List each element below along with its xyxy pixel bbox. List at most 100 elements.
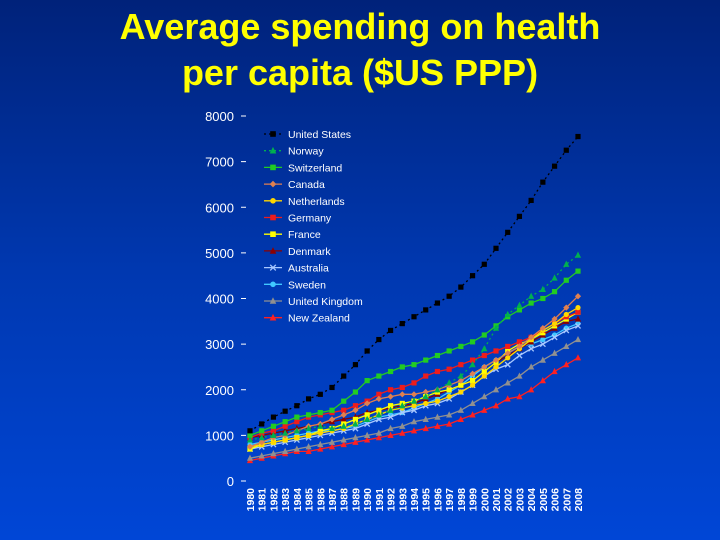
data-point [458, 362, 464, 368]
data-point [376, 336, 382, 343]
data-point [352, 438, 359, 445]
data-point [246, 443, 254, 450]
data-point [481, 261, 487, 267]
data-point [294, 419, 300, 425]
data-point [399, 384, 405, 391]
data-point [446, 420, 453, 427]
data-point [505, 355, 511, 361]
data-point [340, 440, 347, 448]
data-point [399, 391, 406, 398]
data-point [341, 373, 347, 379]
data-point [410, 427, 418, 434]
data-point [563, 361, 570, 368]
data-point [528, 363, 535, 370]
data-point [551, 367, 558, 375]
x-tick-label: 1982 [268, 488, 280, 512]
data-point [293, 427, 300, 434]
x-tick-label: 1983 [280, 488, 292, 512]
data-point [492, 324, 500, 331]
x-tick-label: 2001 [491, 488, 503, 512]
chart-series [246, 133, 582, 464]
data-point [446, 411, 453, 418]
data-point [469, 361, 476, 368]
data-point [270, 281, 276, 288]
data-point [493, 348, 499, 354]
data-point [258, 434, 265, 441]
data-point [528, 292, 535, 299]
data-point [563, 311, 569, 318]
data-point [469, 399, 476, 407]
data-point [399, 402, 406, 409]
x-tick-label: 1993 [397, 488, 409, 512]
legend-item: Sweden [264, 279, 326, 291]
data-point [458, 382, 464, 388]
data-point [469, 357, 476, 363]
data-point [352, 425, 359, 432]
data-point [246, 436, 254, 443]
data-point [469, 370, 476, 377]
data-point [516, 307, 523, 313]
data-point [516, 372, 523, 379]
data-point [259, 421, 265, 427]
x-tick-label: 2006 [550, 488, 562, 512]
data-point [469, 339, 476, 345]
data-point [411, 314, 417, 320]
data-point [492, 356, 500, 364]
data-point [387, 393, 394, 400]
data-point [399, 409, 406, 416]
data-point [446, 379, 453, 386]
data-point [294, 403, 300, 409]
data-point [282, 429, 289, 436]
data-point [563, 260, 570, 267]
data-point [516, 301, 523, 308]
data-point-stroke [269, 264, 277, 271]
data-point-stroke [364, 420, 371, 428]
data-point [247, 432, 253, 438]
x-tick-label: 1989 [350, 488, 362, 512]
data-point [340, 436, 347, 443]
legend-label: Germany [288, 213, 332, 225]
data-point [539, 356, 546, 363]
y-tick-label: 2000 [205, 383, 234, 398]
data-point [282, 437, 288, 443]
data-point [364, 378, 370, 384]
data-point [434, 413, 441, 420]
data-point [516, 339, 523, 345]
data-point [551, 320, 558, 327]
series-new-zealand [246, 354, 582, 464]
data-point [328, 424, 336, 432]
data-point-stroke [387, 414, 394, 421]
data-point [270, 198, 276, 204]
x-tick-label: 1985 [304, 488, 316, 512]
legend-label: Sweden [288, 279, 326, 291]
data-point [352, 420, 359, 427]
data-point [423, 400, 429, 407]
y-tick-label: 6000 [205, 200, 234, 215]
data-point-stroke [399, 409, 406, 416]
legend-label: Netherlands [288, 196, 345, 208]
data-point [328, 416, 336, 423]
legend-label: United Kingdom [288, 296, 363, 308]
legend-label: France [288, 229, 321, 241]
data-point [446, 293, 452, 299]
data-point [434, 300, 441, 306]
data-point [258, 452, 265, 459]
data-point [528, 386, 535, 393]
data-point [375, 416, 382, 423]
data-point-stroke [516, 352, 523, 359]
data-point [423, 357, 429, 363]
data-point [329, 384, 335, 391]
data-point [364, 415, 371, 423]
data-point [481, 363, 488, 371]
data-point [317, 422, 324, 429]
data-point [376, 373, 382, 379]
data-point [294, 414, 300, 420]
data-point [294, 435, 300, 441]
data-point [528, 334, 535, 341]
data-point [270, 231, 276, 237]
data-point [387, 387, 394, 393]
data-point [446, 366, 452, 372]
legend-item: Denmark [264, 246, 331, 258]
